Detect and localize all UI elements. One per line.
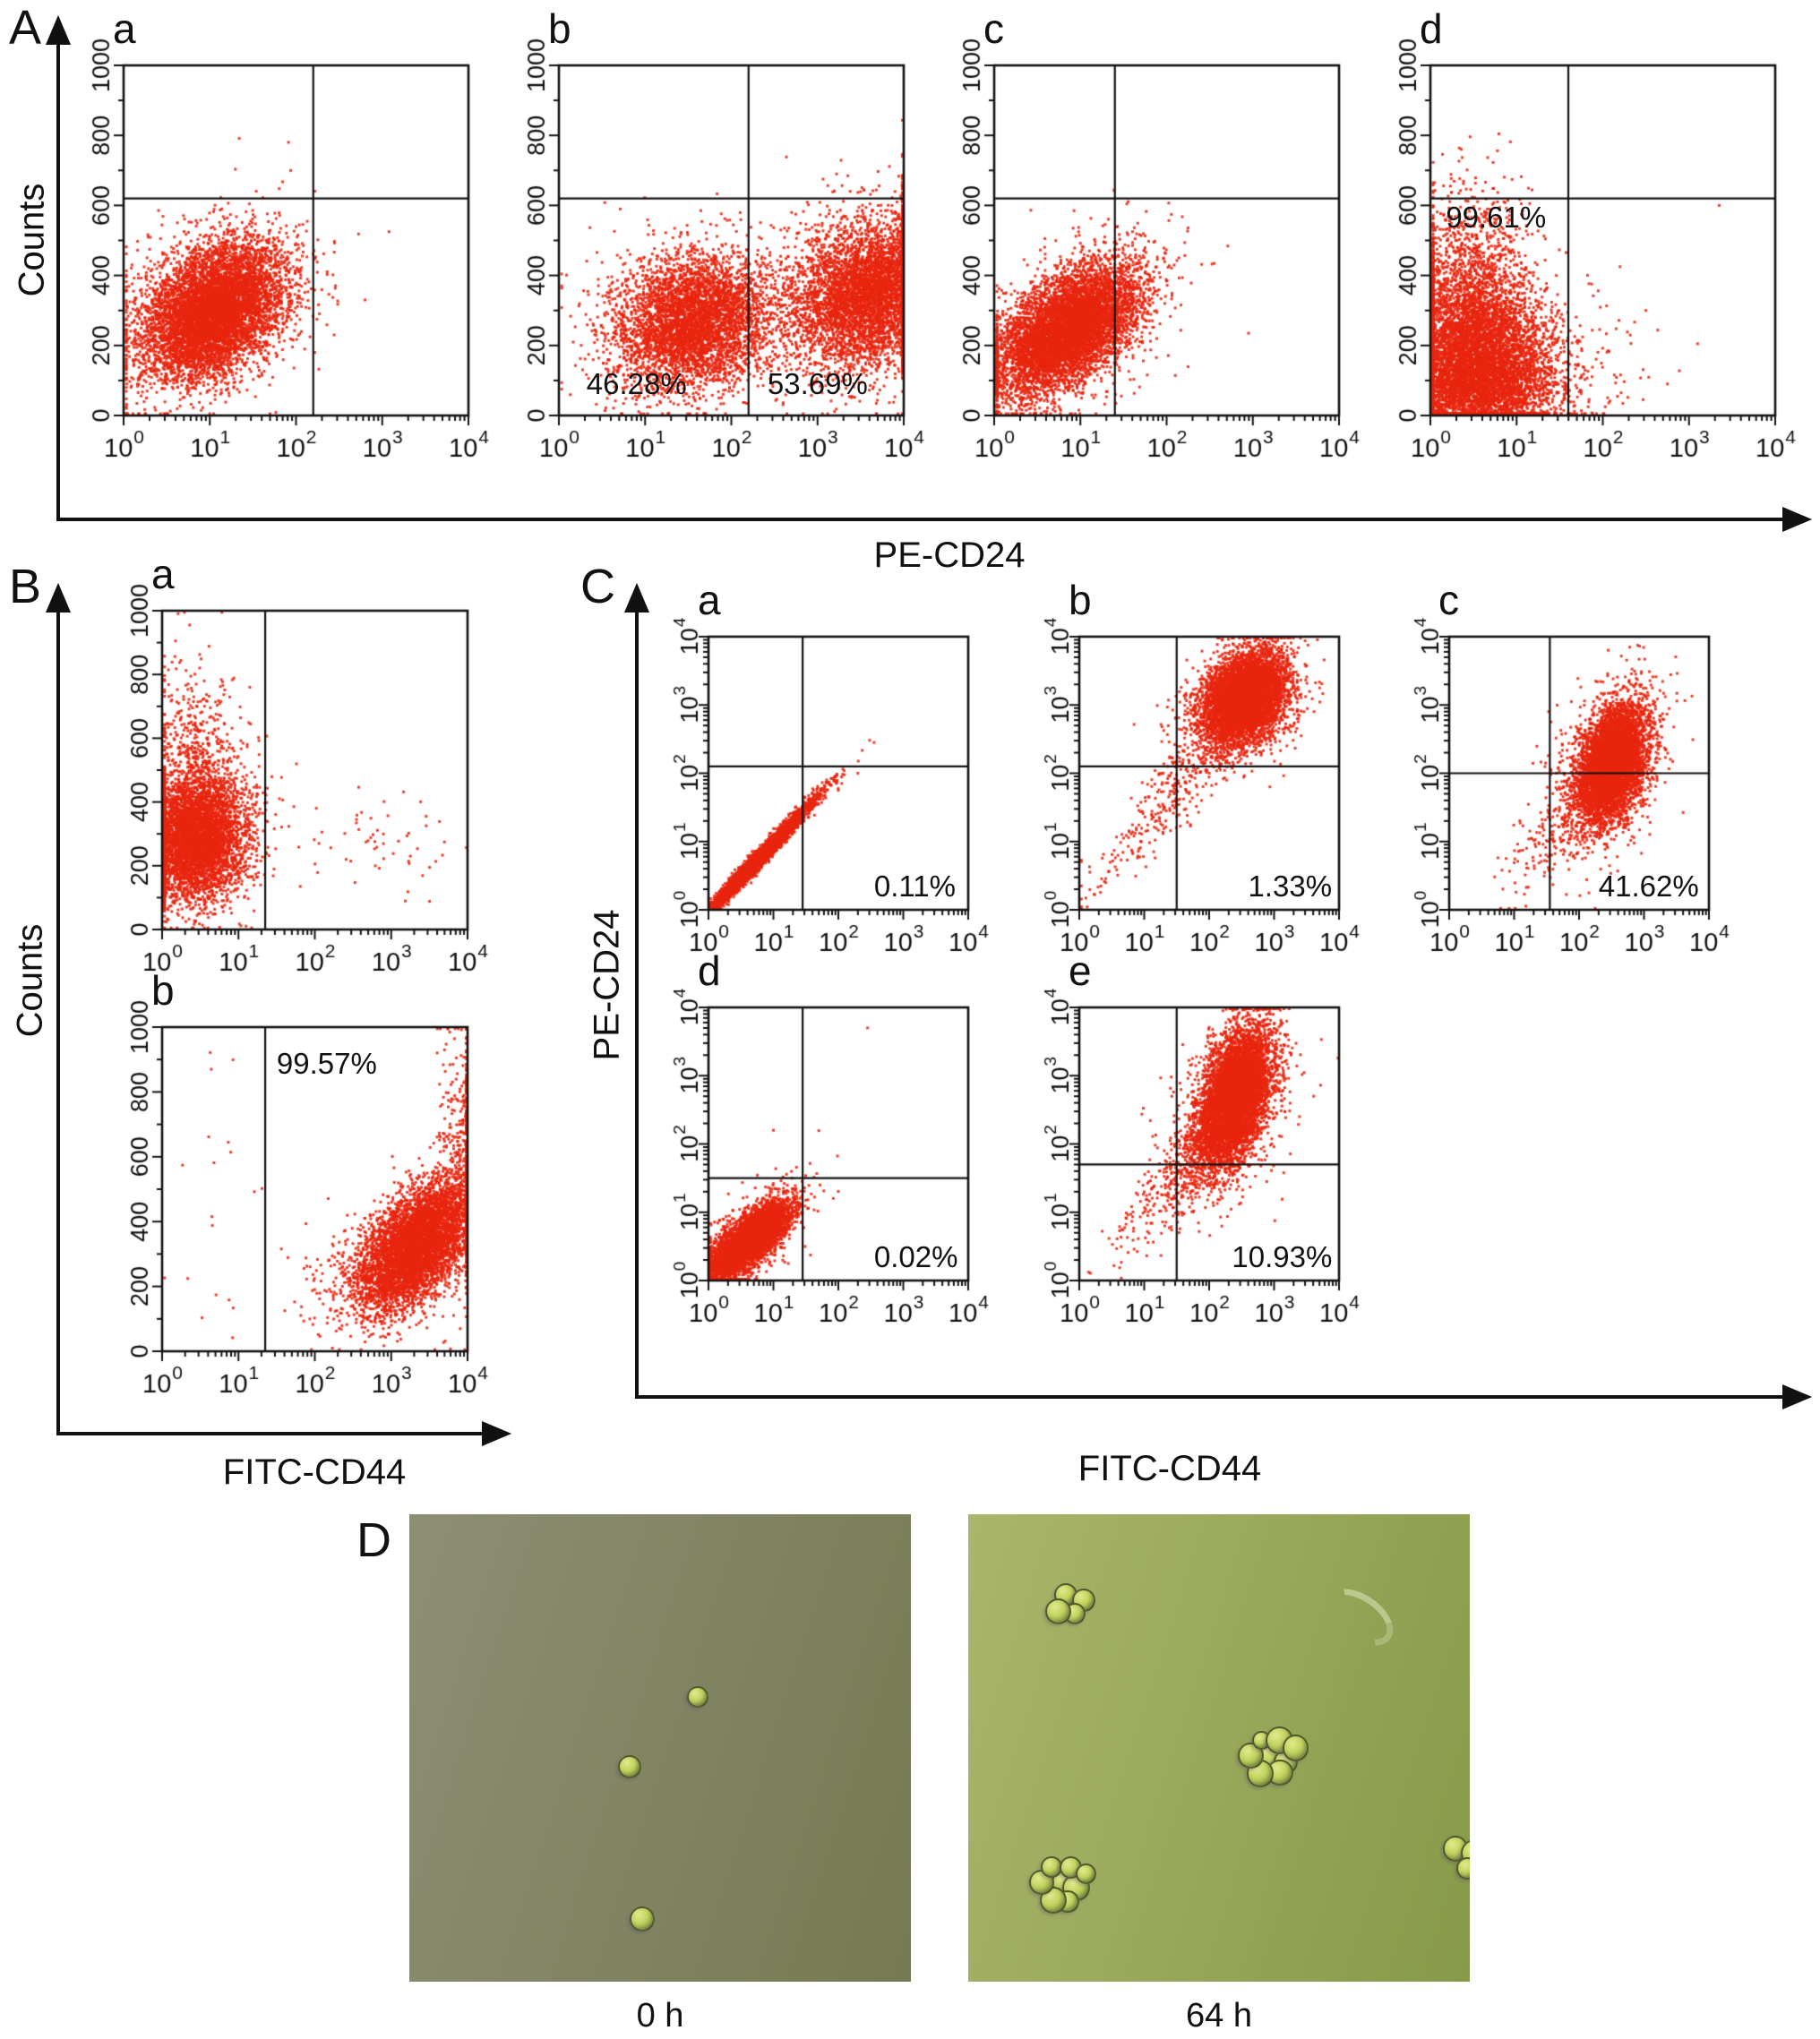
plot-letter-C-a: a (698, 577, 721, 623)
flow-plot-A-c (939, 33, 1366, 473)
cell (630, 1906, 656, 1932)
panel-C-y-axis-label: PE-CD24 (587, 909, 627, 1061)
panel-C-label: C (580, 560, 615, 613)
optical-artifact (1316, 1577, 1404, 1658)
panel-A-y-arrowhead (45, 14, 72, 45)
cell (618, 1754, 642, 1778)
panel-A-x-axis-label: PE-CD24 (873, 535, 1026, 575)
plot-letter-A-d: d (1420, 5, 1443, 52)
micrograph-caption-64h: 64 h (1186, 1997, 1252, 2035)
plot-letter-C-c: c (1438, 577, 1459, 623)
micrograph-64h (968, 1514, 1470, 1982)
panel-B-label: B (9, 560, 42, 613)
panel-B-y-arrowhead (45, 582, 72, 613)
percent-label-Cd: 0.02% (873, 1239, 958, 1273)
percent-label-Ad: 99.61% (1446, 201, 1547, 235)
panel-C-y-arrowhead (623, 582, 650, 613)
plot-letter-A-b: b (548, 5, 571, 52)
panel-C-x-axis-label: FITC-CD44 (1077, 1449, 1262, 1488)
percent-label-Cb: 1.33% (1248, 869, 1333, 903)
flow-plot-A-b (503, 33, 931, 473)
percent-label-Cc: 41.62% (1598, 869, 1699, 903)
plot-letter-C-d: d (698, 947, 721, 994)
percent-label-Bb: 99.57% (276, 1047, 377, 1081)
flow-plot-B-b (107, 995, 494, 1409)
panel-A-label: A (9, 1, 42, 55)
panel-B-x-axis-label: FITC-CD44 (222, 1452, 407, 1492)
panel-A-y-axis-label: Counts (12, 183, 52, 297)
plot-letter-C-b: b (1069, 577, 1092, 623)
cell (1282, 1735, 1309, 1761)
percent-label-Ca: 0.11% (873, 869, 956, 903)
cell (687, 1685, 708, 1708)
plot-letter-B-a: a (151, 551, 175, 597)
panel-D-label: D (356, 1513, 391, 1567)
plot-letter-A-a: a (113, 5, 136, 52)
flow-plot-B-a (107, 578, 494, 987)
plot-letter-A-c: c (983, 5, 1004, 52)
micrograph-caption-0h: 0 h (636, 1997, 684, 2035)
panel-A-axis-line (56, 36, 1790, 521)
panel-B-y-axis-label: Counts (10, 923, 50, 1038)
flow-plot-A-a (68, 33, 495, 473)
panel-C-axis-line (635, 604, 1790, 1399)
percent-label-Ab-left: 46.28% (586, 366, 687, 400)
plot-letter-B-b: b (151, 967, 175, 1014)
panel-B-axis-line (56, 604, 489, 1435)
cell (1044, 1598, 1072, 1625)
percent-label-Ab-right: 53.69% (767, 366, 868, 400)
flow-plot-C-c (1394, 604, 1736, 967)
percent-label-Ce: 10.93% (1232, 1239, 1333, 1273)
flow-plot-C-a (653, 604, 995, 967)
plot-letter-C-e: e (1069, 947, 1092, 994)
flow-plot-C-b (1024, 604, 1366, 967)
panel-A-x-arrowhead (1782, 506, 1813, 533)
flow-plot-C-d (653, 975, 995, 1338)
cell (1456, 1857, 1470, 1880)
cell (1075, 1863, 1097, 1885)
panel-B-x-arrowhead (482, 1420, 512, 1447)
panel-C-x-arrowhead (1782, 1384, 1813, 1410)
micrograph-0h (409, 1514, 911, 1982)
flow-plot-C-e (1024, 975, 1366, 1338)
flow-plot-A-d (1375, 33, 1802, 473)
